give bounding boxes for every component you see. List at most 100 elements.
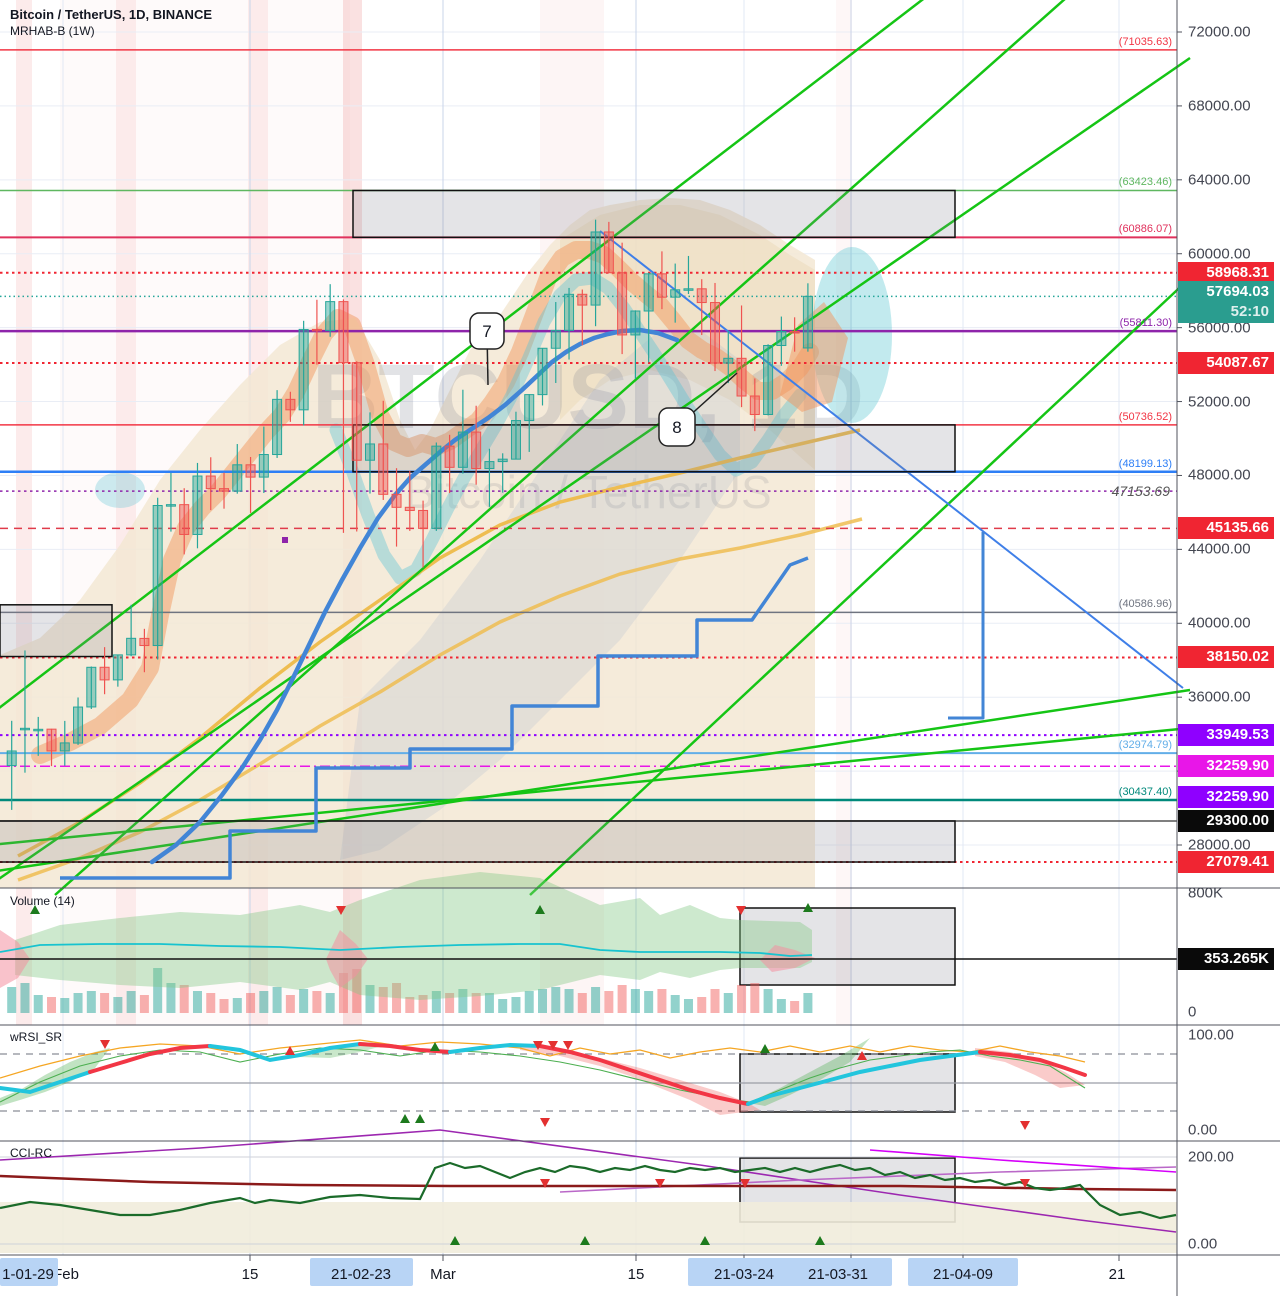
pane-axis-tick[interactable]: 100.00 xyxy=(1188,1026,1234,1044)
green-trendline[interactable] xyxy=(54,0,1075,896)
candle[interactable] xyxy=(789,331,800,334)
price-line-label[interactable]: (30437.40) xyxy=(1118,785,1172,798)
price-badge[interactable]: 38150.02 xyxy=(1178,646,1274,669)
price-badge[interactable]: 58968.31 xyxy=(1178,261,1274,284)
candle[interactable] xyxy=(351,362,362,461)
candle[interactable] xyxy=(710,302,721,364)
volume-value-badge[interactable]: 353.265K xyxy=(1178,948,1274,970)
candle[interactable] xyxy=(471,431,482,470)
candle[interactable] xyxy=(152,505,163,647)
candle[interactable] xyxy=(112,654,123,681)
price-line-label[interactable]: (55811.30) xyxy=(1119,317,1172,330)
current-price-badge[interactable]: 57694.03 52:10 xyxy=(1178,281,1274,324)
symbol-title[interactable]: Bitcoin / TetherUS, 1D, BINANCE xyxy=(10,7,213,22)
candle[interactable] xyxy=(232,464,243,492)
price-axis-tick[interactable]: 64000.00 xyxy=(1188,171,1251,189)
time-axis-highlight[interactable] xyxy=(688,1258,892,1286)
price-line-label[interactable]: (32974.79) xyxy=(1118,739,1172,752)
price-line-label[interactable]: (60886.07) xyxy=(1118,223,1172,236)
candle[interactable] xyxy=(763,345,774,415)
candle[interactable] xyxy=(603,231,614,274)
candle[interactable] xyxy=(643,273,654,312)
candle[interactable] xyxy=(205,475,216,490)
cci-pane-label[interactable]: CCI-RC xyxy=(10,1146,52,1160)
candle[interactable] xyxy=(550,329,561,349)
candle[interactable] xyxy=(298,328,309,411)
price-badge[interactable]: 27079.41 xyxy=(1178,851,1274,874)
candle[interactable] xyxy=(524,394,535,422)
candle[interactable] xyxy=(378,443,389,495)
time-axis-highlight[interactable] xyxy=(310,1258,413,1286)
candle[interactable] xyxy=(338,301,349,364)
price-line-label[interactable]: (71035.63) xyxy=(1118,35,1172,48)
candle[interactable] xyxy=(391,493,402,508)
rectangle-drawing[interactable] xyxy=(352,424,956,473)
price-axis-tick[interactable]: 68000.00 xyxy=(1188,97,1251,115)
green-trendline[interactable] xyxy=(0,688,1191,872)
candle[interactable] xyxy=(617,272,628,336)
time-axis-label[interactable]: 1-01-29 xyxy=(2,1266,54,1283)
candle[interactable] xyxy=(99,666,110,681)
candle[interactable] xyxy=(537,347,548,396)
pane-axis-tick[interactable]: 800K xyxy=(1188,884,1224,902)
price-line-label[interactable]: (48199.13) xyxy=(1118,457,1172,470)
blue-trendline[interactable] xyxy=(599,230,1184,689)
candle[interactable] xyxy=(630,310,641,336)
price-axis-tick[interactable]: 56000.00 xyxy=(1188,319,1251,337)
candle[interactable] xyxy=(564,293,575,331)
pane-axis-tick[interactable]: 0 xyxy=(1188,1003,1197,1021)
candle[interactable] xyxy=(285,398,296,411)
candle[interactable] xyxy=(46,728,57,752)
volume-pane-label[interactable]: Volume (14) xyxy=(10,894,75,908)
candle[interactable] xyxy=(444,445,455,468)
candle[interactable] xyxy=(6,750,17,767)
price-axis-tick[interactable]: 44000.00 xyxy=(1188,540,1251,558)
time-axis-label[interactable]: 21 xyxy=(1108,1266,1126,1283)
candle[interactable] xyxy=(457,431,468,468)
candle[interactable] xyxy=(73,706,84,744)
time-axis-label[interactable]: 21-04-09 xyxy=(932,1266,994,1283)
candle[interactable] xyxy=(219,488,230,492)
candle[interactable] xyxy=(510,420,521,460)
candle[interactable] xyxy=(192,475,203,535)
price-line-label[interactable]: 47153.69 xyxy=(1111,483,1170,500)
candle[interactable] xyxy=(749,395,760,415)
candle[interactable] xyxy=(325,301,336,332)
pane-axis-tick[interactable]: 200.00 xyxy=(1188,1148,1234,1166)
pane-axis-tick[interactable]: 0.00 xyxy=(1188,1235,1218,1253)
rectangle-drawing[interactable] xyxy=(0,604,113,658)
indicator-title[interactable]: MRHAB-B (1W) xyxy=(10,24,95,38)
time-axis-label[interactable]: 21-03-24 xyxy=(713,1266,775,1283)
price-badge[interactable]: 33949.53 xyxy=(1178,724,1274,747)
candle[interactable] xyxy=(696,288,707,304)
price-axis-tick[interactable]: 52000.00 xyxy=(1188,393,1251,411)
candle[interactable] xyxy=(418,509,429,529)
candle[interactable] xyxy=(683,288,694,291)
candle[interactable] xyxy=(19,727,30,731)
rectangle-drawing[interactable] xyxy=(352,189,956,239)
price-axis-tick[interactable]: 36000.00 xyxy=(1188,688,1251,706)
candle[interactable] xyxy=(311,328,322,332)
time-axis-label[interactable]: 21-03-31 xyxy=(807,1266,869,1283)
candle[interactable] xyxy=(258,454,269,478)
candle[interactable] xyxy=(404,506,415,511)
candle[interactable] xyxy=(670,289,681,298)
candle[interactable] xyxy=(139,637,150,647)
time-axis-label[interactable]: Feb xyxy=(53,1266,79,1283)
rsi-pane-label[interactable]: wRSI_SR xyxy=(10,1030,63,1044)
candle[interactable] xyxy=(86,666,97,708)
candle[interactable] xyxy=(497,458,508,463)
rectangle-drawing[interactable] xyxy=(0,820,956,863)
candle[interactable] xyxy=(723,357,734,364)
green-trendline[interactable] xyxy=(0,726,1191,846)
price-axis-tick[interactable]: 72000.00 xyxy=(1188,23,1251,41)
price-badge[interactable]: 29300.00 xyxy=(1178,809,1274,832)
price-axis-tick[interactable]: 28000.00 xyxy=(1188,836,1251,854)
candle[interactable] xyxy=(590,231,601,306)
candle[interactable] xyxy=(736,357,747,397)
time-axis-highlight[interactable] xyxy=(0,1258,58,1286)
time-axis-highlight[interactable] xyxy=(908,1258,1018,1286)
candle[interactable] xyxy=(245,464,256,478)
time-axis-label[interactable]: Mar xyxy=(430,1266,456,1283)
green-trendline[interactable] xyxy=(0,0,935,715)
